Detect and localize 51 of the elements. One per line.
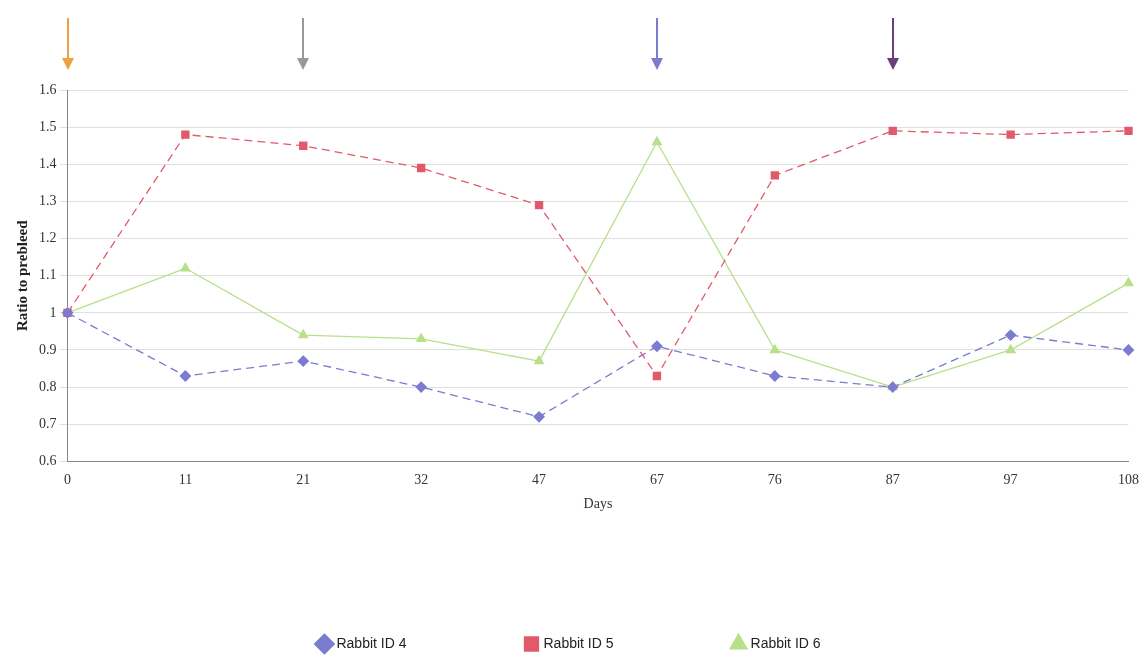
x-tick-label: 87 (885, 472, 900, 488)
point (416, 333, 427, 342)
y-tick-label: 1 (49, 304, 57, 320)
point (770, 171, 780, 180)
y-tick-label: 1.5 (39, 118, 57, 134)
point (299, 141, 308, 150)
point (652, 371, 662, 381)
point (888, 126, 897, 136)
y-tick-label: 1.3 (39, 193, 57, 209)
x-tick-label: 0 (64, 472, 71, 488)
point (1122, 344, 1135, 356)
point (534, 355, 545, 365)
legend-label: Rabbit ID 4 (336, 634, 407, 651)
point (1004, 329, 1017, 341)
x-tick-label: 108 (1118, 472, 1139, 488)
x-tick-label: 67 (649, 472, 664, 488)
x-tick-label: 11 (178, 472, 193, 488)
point (1006, 130, 1015, 139)
point (298, 329, 309, 339)
y-tick-label: 1.2 (39, 230, 57, 246)
point (297, 355, 309, 367)
legend-label: Rabbit ID 6 (750, 634, 821, 651)
point (416, 163, 426, 173)
point (534, 200, 544, 210)
y-tick-label: 0.8 (39, 378, 57, 394)
y-tick-label: 0.6 (39, 453, 57, 469)
point (533, 411, 545, 423)
point (179, 370, 192, 382)
x-tick-label: 32 (414, 472, 429, 488)
point (651, 340, 663, 352)
legend-label: Rabbit ID 5 (543, 634, 614, 651)
point (181, 130, 190, 139)
x-tick-label: 76 (767, 472, 782, 488)
y-tick-label: 0.7 (39, 415, 57, 431)
x-tick-label: 21 (296, 472, 311, 488)
x-tick-label: 47 (532, 472, 547, 488)
x-tick-label: 97 (1003, 472, 1018, 488)
point (1124, 126, 1133, 136)
x-axis-title: Days (583, 496, 613, 512)
point (180, 262, 191, 272)
point (1123, 277, 1134, 287)
y-tick-label: 0.9 (39, 341, 57, 357)
y-tick-label: 1.6 (39, 81, 57, 97)
y-tick-label: 1.4 (39, 155, 57, 171)
point (769, 370, 781, 382)
point (1005, 344, 1016, 354)
y-axis-title: Ratio to prebleed (13, 219, 30, 331)
point (651, 136, 662, 146)
y-tick-label: 1.1 (39, 267, 57, 283)
point (769, 344, 780, 354)
point (415, 381, 427, 393)
